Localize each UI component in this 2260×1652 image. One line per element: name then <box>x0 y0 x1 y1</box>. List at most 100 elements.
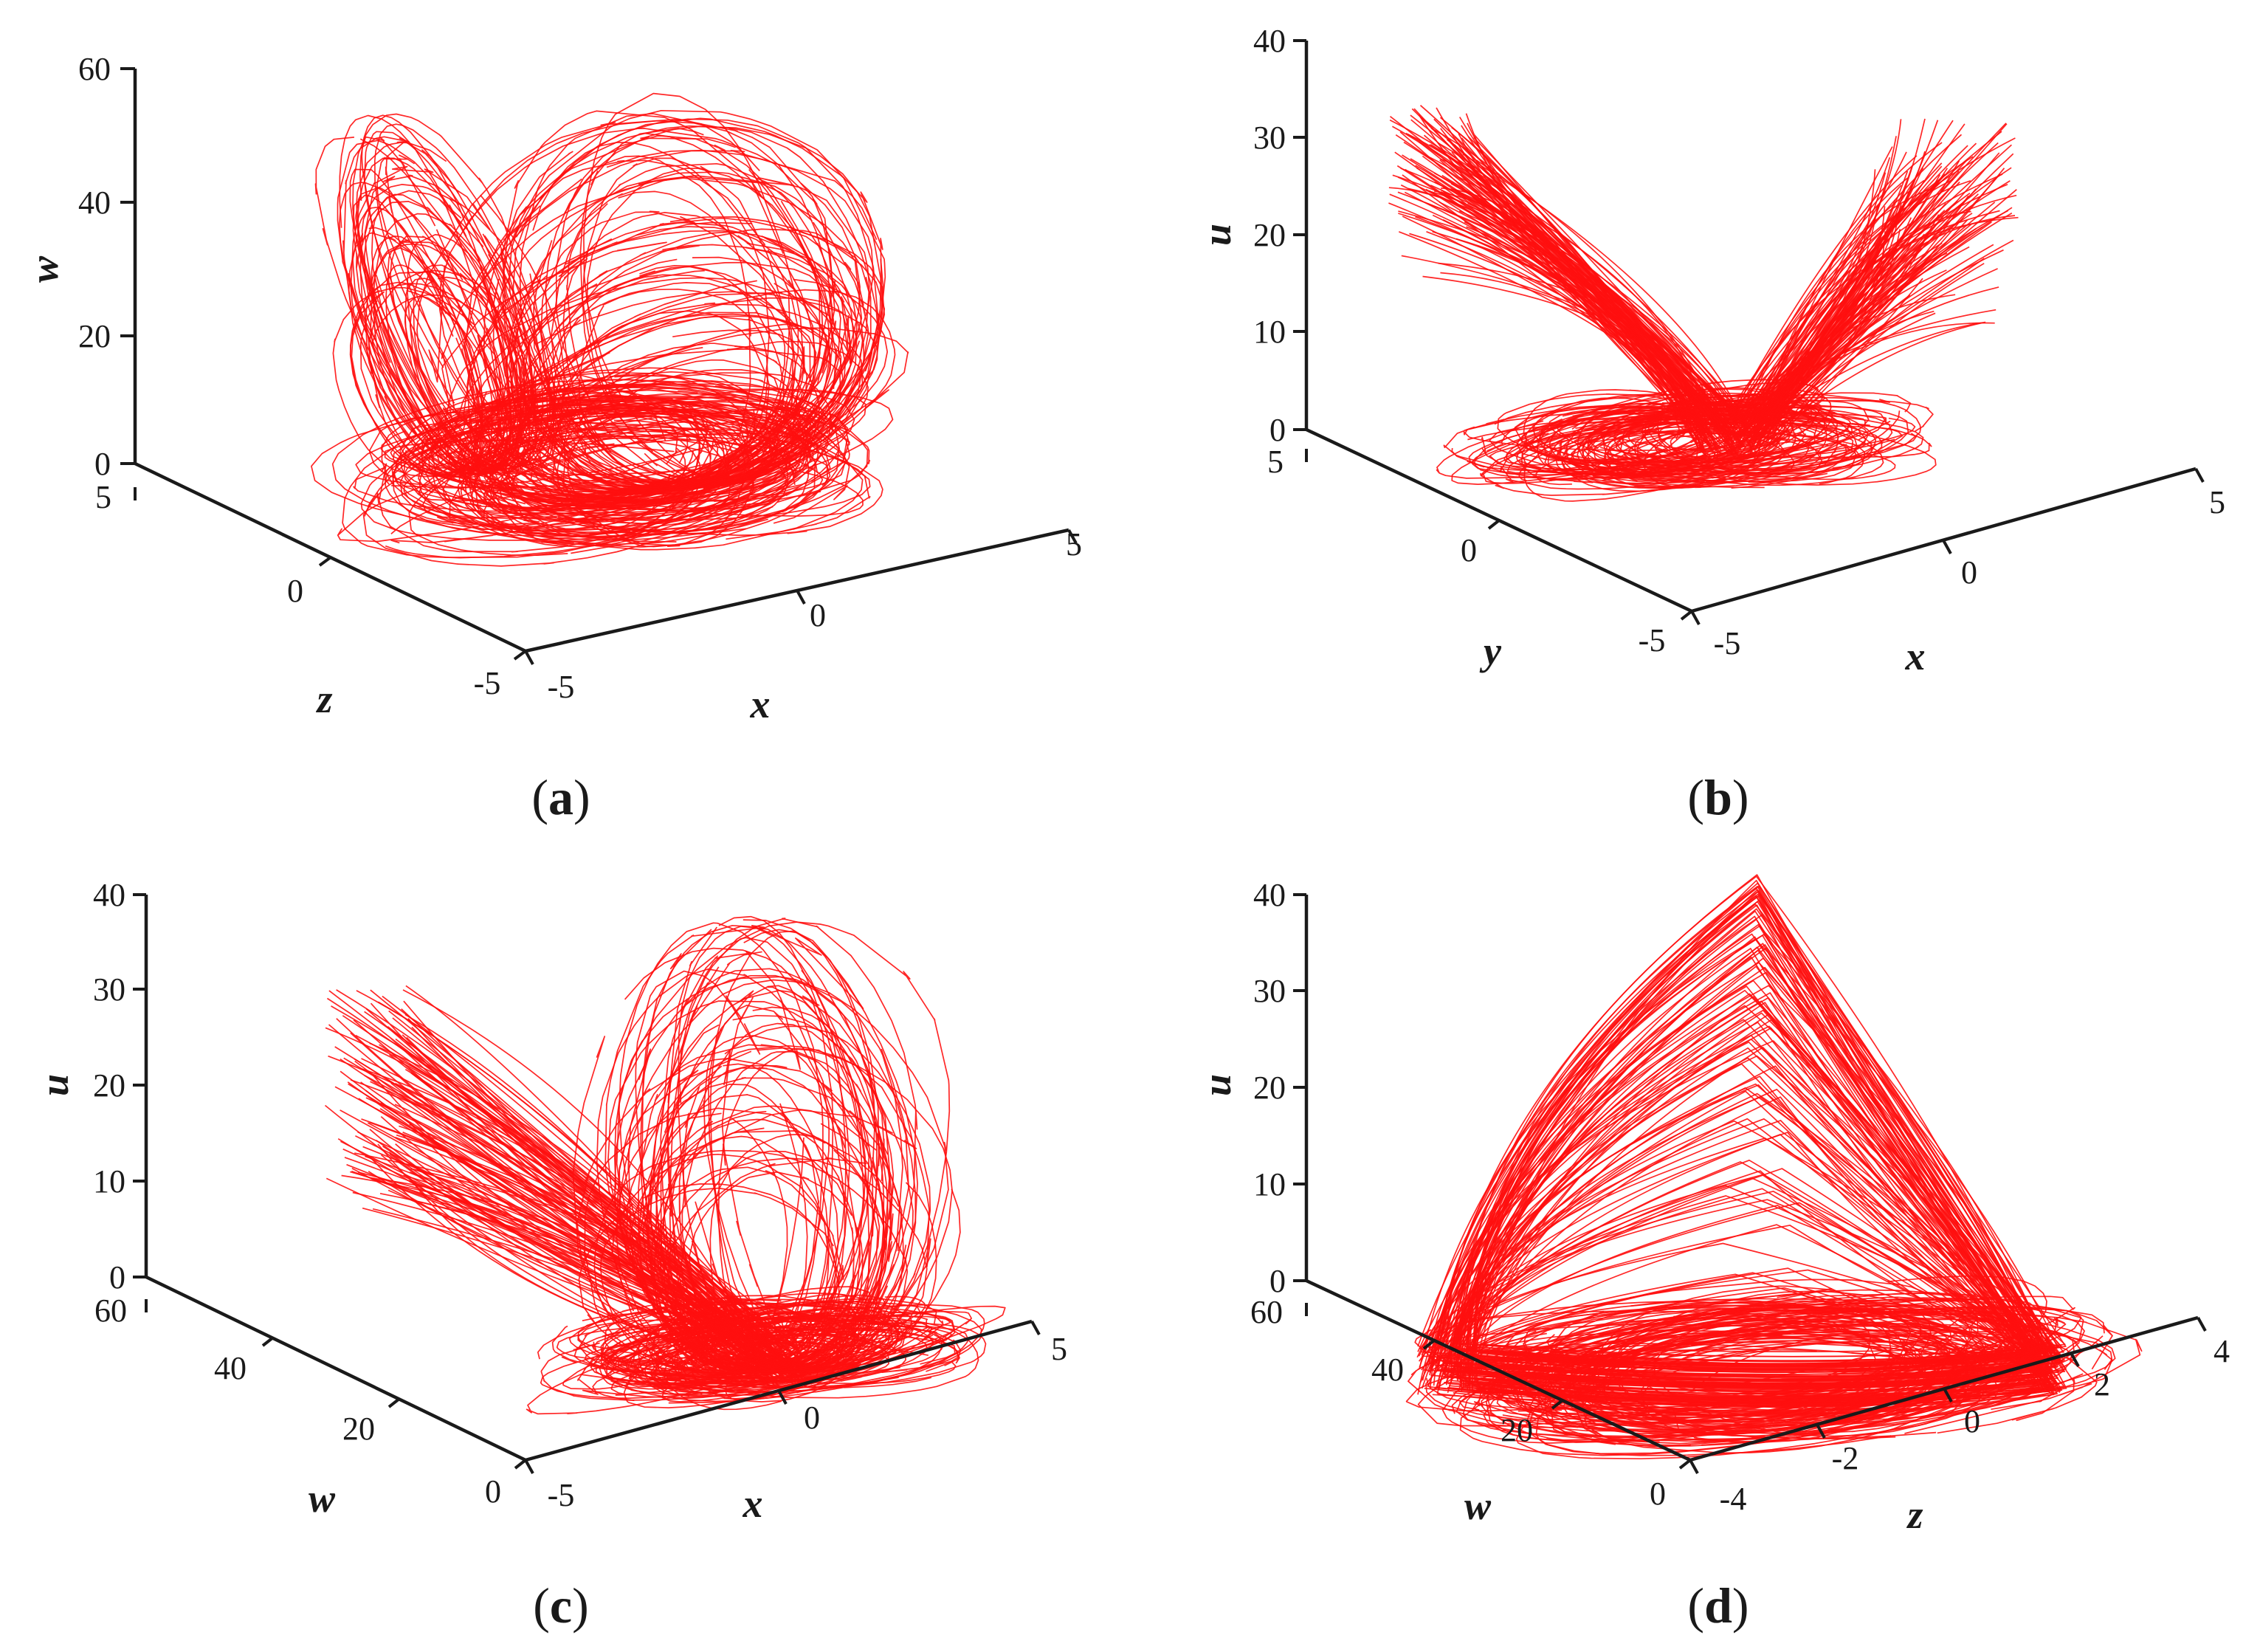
trajectory-segment <box>373 213 527 476</box>
trajectory-segment <box>1454 1120 2066 1362</box>
tick-label: -5 <box>1714 625 1741 661</box>
tick-label: 0 <box>810 597 826 633</box>
panel-a-right-label: x <box>750 682 771 726</box>
tick-label: 20 <box>1501 1412 1533 1448</box>
trajectory-segment <box>1427 1168 2060 1385</box>
trajectory-segment <box>545 231 858 495</box>
trajectory-segment <box>332 286 502 478</box>
trajectory-segment <box>1408 1309 2030 1432</box>
panel-d-trajectory <box>1405 874 2143 1460</box>
tick-label: 20 <box>1253 1070 1286 1106</box>
trajectory-segment <box>555 135 838 481</box>
trajectory-segment <box>387 247 515 468</box>
panel-b: 40 30 20 10 0 5 0 -5 -5 0 5 u y x (b) <box>1195 23 2225 825</box>
panel-c-trajectory <box>324 915 1006 1415</box>
panel-d: 40 30 20 10 0 60 40 20 0 -4 -2 0 2 4 u w… <box>1195 874 2230 1634</box>
panel-b-rtick <box>1690 468 2205 625</box>
trajectory-segment <box>1746 120 1939 424</box>
panel-a-caption: (a) <box>531 769 590 825</box>
trajectory-segment <box>545 155 751 486</box>
panel-d-left-label: w <box>1464 1484 1492 1528</box>
trajectory-segment <box>385 264 481 475</box>
trajectory-segment <box>529 142 771 484</box>
trajectory-segment <box>1405 1293 1967 1411</box>
trajectory-segment <box>1480 1329 1937 1416</box>
tick-label: 30 <box>1253 973 1286 1009</box>
tick-label: 0 <box>1269 412 1286 448</box>
trajectory-segment <box>1520 1310 2028 1446</box>
trajectory-segment <box>1572 1324 1922 1431</box>
trajectory-segment <box>1442 160 1738 455</box>
trajectory-segment <box>669 1022 864 1373</box>
trajectory-segment <box>361 1082 797 1371</box>
panel-c-ltick <box>145 1299 527 1470</box>
trajectory-segment <box>627 974 909 1374</box>
trajectory-segment <box>1548 403 1705 472</box>
trajectory-segment <box>517 312 844 499</box>
tick-label: -5 <box>548 1477 575 1513</box>
trajectory-segment <box>1453 887 2061 1371</box>
trajectory-segment <box>629 1105 904 1373</box>
trajectory-segment <box>371 193 523 470</box>
panel-b-ltick <box>1305 449 1693 621</box>
trajectory-segment <box>540 1329 866 1399</box>
trajectory-segment <box>540 1326 877 1401</box>
panel-b-left-label: y <box>1479 629 1502 673</box>
panel-c-left-label: w <box>309 1476 336 1521</box>
trajectory-segment <box>1743 176 1943 428</box>
tick-label: 40 <box>214 1350 247 1386</box>
tick-label: 10 <box>93 1163 125 1200</box>
trajectory-segment <box>359 283 506 476</box>
trajectory-segment <box>678 1025 931 1374</box>
trajectory-segment <box>1747 219 1963 444</box>
trajectory-segment <box>527 404 752 525</box>
trajectory-segment <box>339 182 505 467</box>
trajectory-segment <box>1448 910 2056 1382</box>
trajectory-segment <box>530 340 869 503</box>
trajectory-segment <box>1435 1065 2047 1364</box>
trajectory-segment <box>578 1183 840 1374</box>
trajectory-segment <box>463 149 884 492</box>
trajectory-segment <box>1467 985 2053 1369</box>
trajectory-segment <box>1434 1039 2062 1357</box>
trajectory-segment <box>1537 411 1698 477</box>
tick-label: 30 <box>93 971 125 1008</box>
tick-label: -5 <box>548 669 575 705</box>
trajectory-segment <box>373 123 555 466</box>
tick-label: 0 <box>485 1473 501 1510</box>
trajectory-segment <box>708 1005 858 1371</box>
trajectory-segment <box>1489 418 1864 489</box>
trajectory-segment <box>1729 173 2003 423</box>
panel-a-ltick <box>134 487 527 661</box>
panel-c-tick-labels: 40 30 20 10 0 60 40 20 0 -5 0 5 <box>93 877 1067 1513</box>
tick-label: 0 <box>1964 1403 1980 1439</box>
tick-label: 5 <box>95 479 111 515</box>
panel-a: 60 40 20 0 5 0 -5 -5 0 5 w z x (a) <box>22 51 1082 825</box>
trajectory-segment <box>1546 1318 1917 1388</box>
trajectory-segment <box>1604 408 1761 489</box>
trajectory-segment <box>1472 1335 2073 1431</box>
trajectory-segment <box>1523 1304 2113 1399</box>
tick-label: 2 <box>2094 1366 2110 1403</box>
trajectory-segment <box>1500 1335 1966 1414</box>
tick-label: 20 <box>78 318 111 354</box>
trajectory-segment <box>381 399 864 551</box>
trajectory-segment <box>438 128 836 492</box>
tick-label: 4 <box>2214 1333 2230 1369</box>
trajectory-segment <box>1734 156 1974 458</box>
trajectory-segment <box>1752 217 1943 445</box>
tick-label: 30 <box>1253 120 1286 156</box>
trajectory-segment <box>480 291 878 497</box>
trajectory-segment <box>352 184 552 470</box>
trajectory-segment <box>348 232 478 473</box>
trajectory-segment <box>365 243 517 475</box>
trajectory-segment <box>611 1153 830 1374</box>
panel-b-right-axis <box>1691 467 2197 613</box>
tick-label: 20 <box>1253 217 1286 253</box>
panel-d-axes <box>1293 893 2207 1474</box>
trajectory-segment <box>576 1058 886 1374</box>
panel-b-vtick <box>1293 39 1306 431</box>
panel-b-ylabel: u <box>1195 224 1239 246</box>
trajectory-segment <box>356 142 565 468</box>
